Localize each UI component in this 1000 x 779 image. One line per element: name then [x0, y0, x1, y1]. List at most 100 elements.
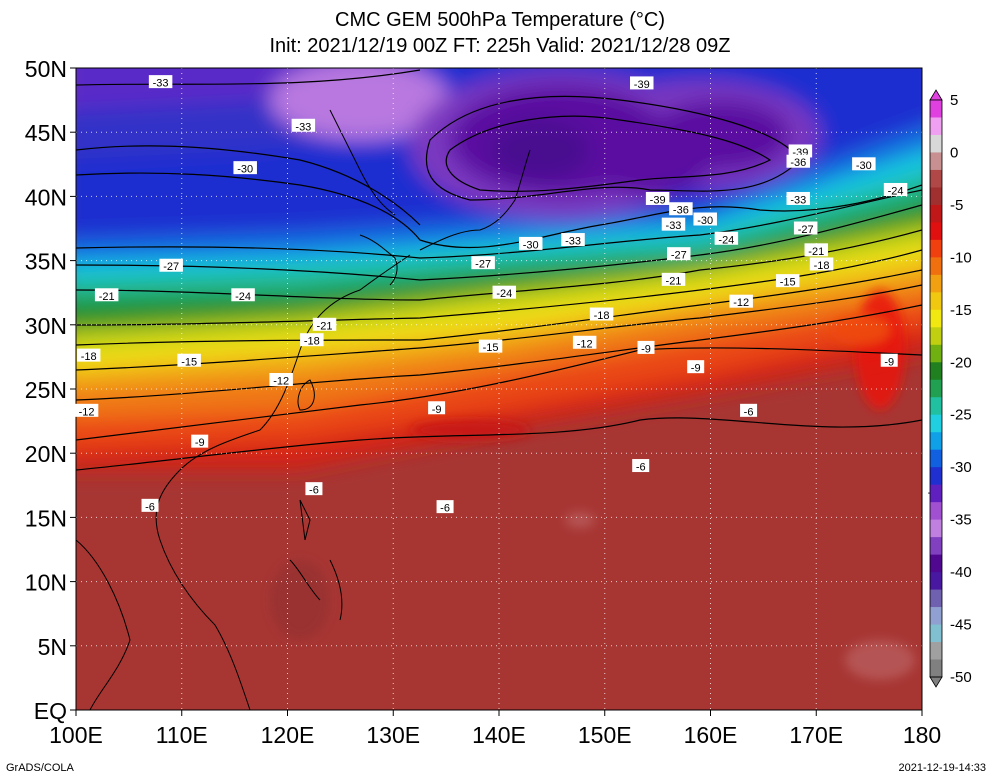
lat-tick-label: 20N: [25, 441, 67, 467]
contour-label-bg: [159, 258, 183, 272]
colorbar-label: -35: [950, 512, 972, 529]
contour-label: -33: [666, 220, 682, 232]
colorbar-swatch: [930, 537, 942, 556]
contour-label: -12: [79, 406, 95, 418]
contour-label: -21: [666, 275, 682, 287]
contour-label: -36: [673, 205, 689, 217]
contour-label: -21: [808, 246, 824, 258]
colorbar-bottom-arrow: [929, 676, 943, 688]
contour-label: -18: [81, 351, 97, 363]
contour-label: -6: [145, 501, 155, 513]
contour-label-bg: [76, 348, 101, 362]
contour-label: -18: [594, 310, 610, 322]
contour-label-bg: [687, 360, 705, 374]
contour-label-bg: [300, 333, 324, 347]
contour-label: -18: [814, 260, 830, 272]
contour-label-bg: [775, 274, 800, 288]
contour-label: -6: [440, 503, 450, 515]
contour-label-bg: [637, 340, 655, 354]
contour-label-bg: [518, 236, 543, 250]
lon-tick-label: 150E: [578, 722, 632, 748]
colorbar-swatch: [930, 327, 942, 346]
colorbar-swatch: [930, 659, 942, 678]
lon-tick-label: 120E: [261, 722, 315, 748]
latitude-axis: 50N 45N 40N 35N 30N 25N 20N 15N 10N 5N EQ: [25, 56, 76, 724]
colorbar-label: -15: [950, 302, 972, 319]
contour-label: -12: [273, 376, 289, 388]
contour-label-bg: [492, 285, 517, 299]
colorbar-label: 0: [950, 144, 958, 161]
contour-label: -30: [237, 164, 253, 176]
contour-label-bg: [661, 217, 686, 231]
contour-label: -24: [888, 185, 904, 197]
contour-label-bg: [305, 482, 323, 496]
colorbar-label: -40: [950, 564, 972, 581]
colorbar-label: -10: [950, 249, 972, 266]
colorbar: 5 0 -5 -10 -15 -20 -25 -30 -35 -40 -45 -50: [929, 89, 972, 688]
colorbar-swatch: [930, 274, 942, 293]
colorbar-swatch: [930, 432, 942, 451]
contour-label: -6: [636, 462, 646, 474]
colorbar-swatch: [930, 607, 942, 626]
colorbar-swatch: [930, 344, 942, 363]
contour-label-bg: [94, 288, 119, 302]
contour-label: -9: [884, 356, 894, 368]
colorbar-swatch: [930, 187, 942, 206]
map-subtitle: Init: 2021/12/19 00Z FT: 225h Valid: 202…: [269, 35, 731, 57]
contour-label-bg: [471, 256, 495, 270]
contour-label: -6: [744, 406, 754, 418]
contour-label: -39: [634, 79, 650, 91]
lon-tick-label: 170E: [789, 722, 843, 748]
lat-tick-label: 35N: [25, 249, 67, 275]
lat-tick-label: EQ: [34, 698, 67, 724]
contour-label-bg: [729, 294, 753, 308]
colorbar-swatch: [930, 589, 942, 608]
colorbar-swatch: [930, 379, 942, 398]
map-title: CMC GEM 500hPa Temperature (°C): [335, 9, 665, 31]
colorbar-top-arrow: [929, 89, 943, 101]
lat-tick-label: 40N: [25, 184, 67, 210]
colorbar-label: 5: [950, 92, 958, 109]
contour-label: -24: [496, 288, 512, 300]
colorbar-swatch: [930, 519, 942, 538]
lon-tick-label: 180: [903, 722, 941, 748]
colorbar-swatch: [930, 554, 942, 573]
contour-label: -30: [697, 215, 713, 227]
contour-label: -30: [523, 239, 539, 251]
contour-label: -9: [432, 404, 442, 416]
contour-label: -15: [780, 277, 796, 289]
contour-labels: -33 -39-33-30-39-36 -30-24-39-36-33-30-33-…: [74, 75, 942, 515]
contour-label-bg: [630, 76, 654, 90]
colorbar-swatch: [930, 642, 942, 661]
colorbar-swatch: [930, 257, 942, 276]
contour-label-bg: [740, 403, 758, 417]
contour-label-bg: [561, 233, 585, 247]
colorbar-label: -45: [950, 617, 972, 634]
contour-label-bg: [804, 243, 828, 257]
contour-label-bg: [291, 118, 316, 132]
contour-label-bg: [312, 317, 337, 331]
contour-label-bg: [669, 202, 693, 216]
colorbar-swatch: [930, 572, 942, 591]
colorbar-swatch: [930, 292, 942, 311]
lat-tick-label: 45N: [25, 120, 67, 146]
contour-label: -21: [317, 320, 333, 332]
contour-label-bg: [632, 459, 650, 473]
colorbar-swatch: [930, 484, 942, 503]
contour-label-bg: [661, 272, 686, 286]
colorbar-swatch: [930, 467, 942, 486]
footer-credit: GrADS/COLA: [6, 762, 74, 774]
lat-tick-label: 25N: [25, 377, 67, 403]
colorbar-frame: [929, 99, 943, 678]
lat-tick-label: 10N: [25, 570, 67, 596]
contour-label: -15: [181, 356, 197, 368]
contour-label-bg: [880, 353, 898, 367]
colorbar-swatch: [930, 222, 942, 241]
colorbar-swatch: [930, 362, 942, 381]
contour-label-bg: [436, 500, 454, 514]
colorbar-label: -25: [950, 407, 972, 424]
colorbar-swatch: [930, 169, 942, 188]
graticule: [76, 68, 922, 710]
contour-label-bg: [572, 335, 597, 349]
